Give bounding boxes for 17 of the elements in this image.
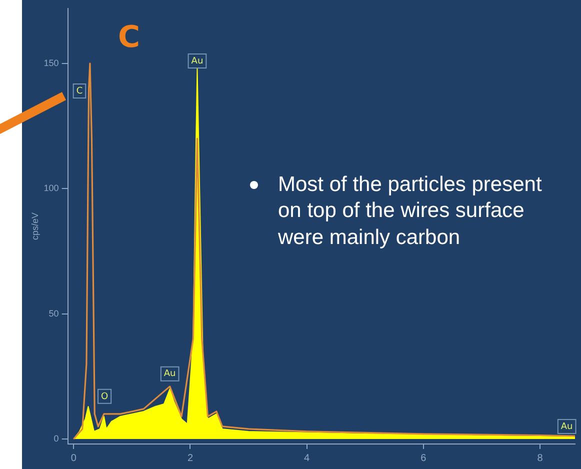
annotation: C	[118, 20, 140, 55]
annotation: Most of the particles present on top of the wires surface were mainly carbon	[278, 172, 543, 250]
y-tick-label: 50	[48, 308, 59, 318]
annotation: O	[100, 392, 108, 402]
x-tick-label: 2	[187, 452, 194, 464]
y-axis-title: cps/eV	[30, 212, 40, 240]
y-tick-label: 150	[44, 58, 59, 68]
y-tick-label: 0	[54, 433, 59, 444]
x-tick-label: 6	[420, 452, 427, 464]
annotation: C	[76, 86, 83, 96]
x-tick-label: 4	[304, 452, 310, 464]
annotation: Au	[560, 422, 573, 432]
x-tick-label: 8	[537, 452, 544, 464]
x-tick-label: 0	[70, 452, 77, 464]
annotation: Au	[191, 56, 204, 66]
annotation: Au	[164, 369, 176, 380]
y-tick-label: 100	[44, 183, 59, 194]
